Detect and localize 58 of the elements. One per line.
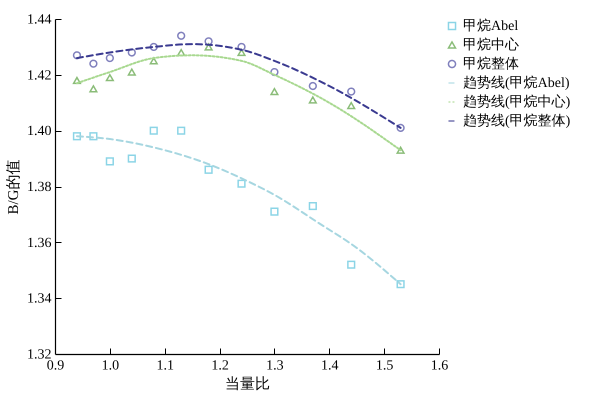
point [177, 48, 186, 56]
point [308, 202, 317, 210]
point [396, 146, 405, 154]
point [204, 166, 213, 174]
point [177, 32, 186, 40]
point [106, 54, 114, 62]
legend-label: 趋势线(甲烷Abel) [463, 75, 570, 91]
y-tick-label: 1.38 [27, 180, 52, 195]
y-tick-label: 1.44 [27, 12, 52, 28]
y-tick-label: 1.42 [27, 68, 52, 84]
point [308, 96, 317, 104]
point [237, 48, 246, 56]
point [396, 124, 405, 132]
legend-label: 甲烷中心 [463, 37, 519, 53]
point [270, 208, 279, 216]
x-tick-label: 1.4 [321, 358, 339, 374]
point [128, 48, 136, 57]
point [347, 102, 356, 110]
x-tick-label: 0.9 [46, 358, 64, 374]
point [308, 82, 317, 90]
y-axis-title: B/G的值 [6, 159, 22, 215]
y-tick-label: 1.36 [27, 236, 52, 251]
x-tick-label: 1.6 [430, 358, 448, 374]
point [270, 68, 279, 76]
x-tick-label: 1.2 [211, 358, 229, 374]
legend-label: 趋势线(甲烷中心) [463, 94, 571, 110]
line-series [76, 43, 402, 129]
point [106, 157, 114, 166]
legend-label: 甲烷整体 [463, 56, 519, 72]
y-tick-label: 1.40 [27, 124, 52, 140]
point [106, 74, 114, 82]
point [128, 154, 136, 163]
point [237, 180, 246, 188]
point [396, 280, 405, 288]
legend-label: 甲烷Abel [463, 18, 518, 34]
x-axis-title: 当量比 [225, 376, 270, 392]
point [237, 42, 246, 52]
point [347, 87, 356, 96]
point [150, 126, 158, 135]
x-tick-label: 1.5 [376, 358, 394, 374]
y-tick-label: 1.34 [27, 292, 52, 307]
point [72, 76, 82, 84]
point [150, 57, 158, 65]
point [89, 85, 98, 92]
point [89, 132, 98, 140]
point [72, 51, 82, 60]
x-tick-label: 1.1 [156, 358, 174, 374]
point [150, 42, 158, 52]
x-tick-label: 1.3 [266, 358, 284, 374]
point [270, 88, 279, 96]
point [89, 60, 98, 68]
point [177, 126, 186, 135]
point [72, 132, 82, 140]
x-tick-label: 1.0 [102, 358, 120, 374]
legend-label: 趋势线(甲烷整体) [463, 113, 571, 129]
point [347, 260, 356, 269]
point [128, 68, 136, 76]
point [204, 43, 213, 51]
